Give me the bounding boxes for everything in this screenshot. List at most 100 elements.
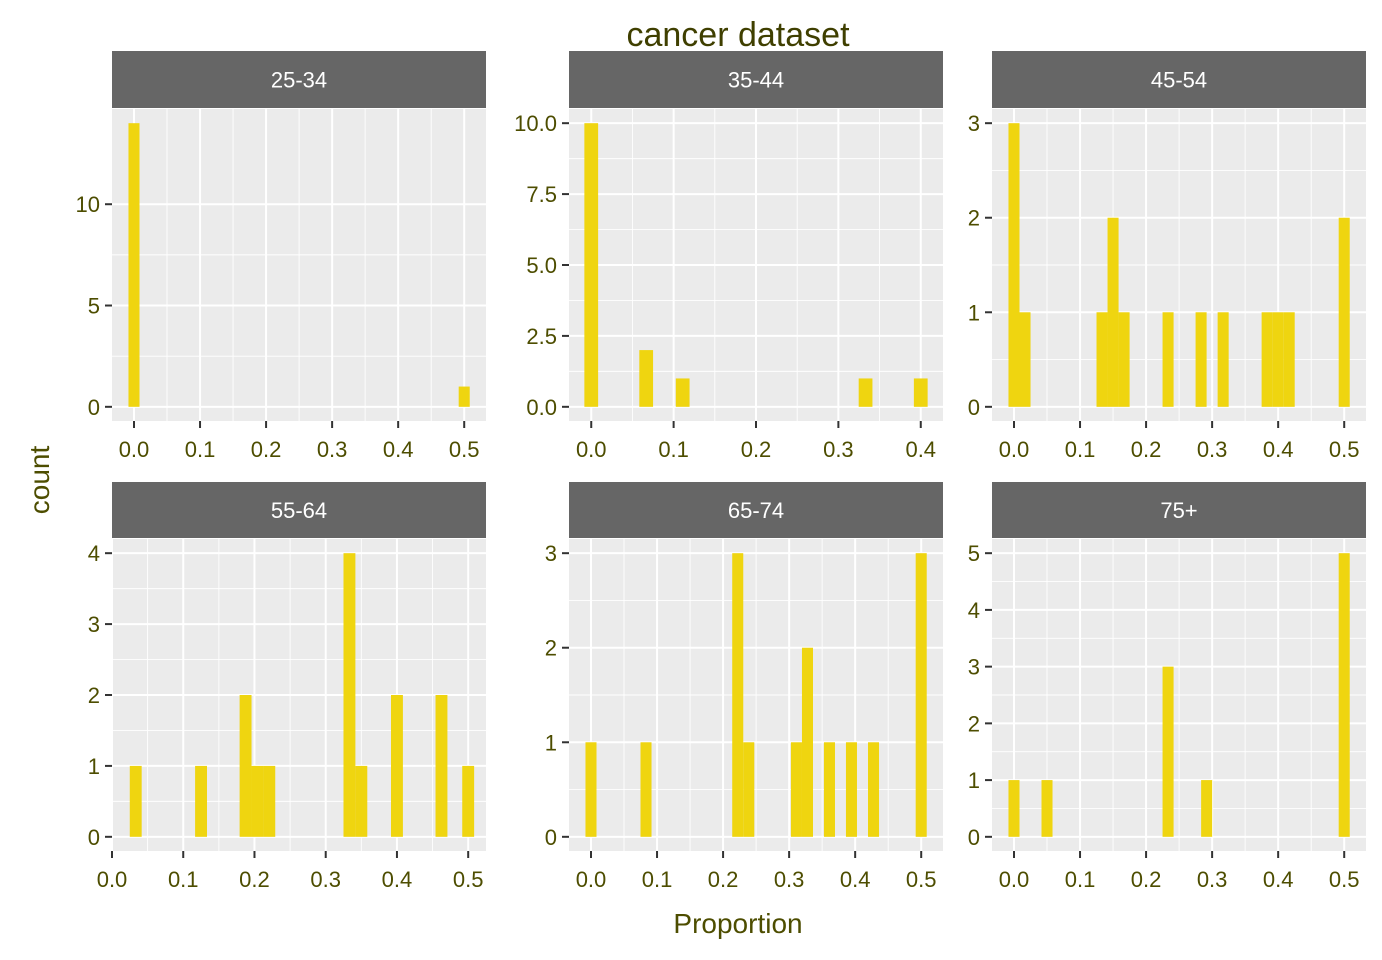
y-tick-label: 2: [545, 636, 557, 661]
histogram-bar: [1019, 312, 1031, 407]
y-tick-label: 10.0: [514, 111, 557, 136]
histogram-bar: [1283, 312, 1295, 407]
x-tick-label: 0.4: [382, 867, 413, 892]
x-tick-label: 0.1: [168, 867, 199, 892]
x-tick-label: 0.2: [239, 867, 270, 892]
histogram-bar: [868, 742, 880, 837]
facet-strip: [569, 482, 943, 538]
y-tick-label: 0: [968, 395, 980, 420]
histogram-bar: [195, 765, 207, 837]
histogram-bar: [1107, 217, 1119, 407]
histogram-bar: [584, 123, 599, 407]
x-tick-label: 0.5: [1329, 867, 1360, 892]
y-tick-label: 7.5: [526, 182, 557, 207]
histogram-bar: [263, 765, 276, 837]
y-tick-label: 1: [968, 768, 980, 793]
y-tick-label: 4: [968, 598, 980, 623]
facet-panel: 75+ 0.0 0.1 0.2 0.3 0.4 0.5 0 1 2 3 4 5: [968, 482, 1366, 892]
x-tick-label: 0.1: [1065, 867, 1096, 892]
histogram-bar: [1008, 123, 1020, 407]
x-tick-label: 0.0: [576, 867, 607, 892]
x-tick-label: 0.3: [317, 437, 348, 462]
histogram-bar: [1041, 780, 1053, 837]
histogram-bar: [1217, 312, 1229, 407]
x-tick-label: 0.1: [1065, 437, 1096, 462]
histogram-bar: [435, 695, 448, 837]
facet-panel: 45-54 0.0 0.1 0.2 0.3 0.4 0.5 0 1 2 3: [968, 51, 1366, 462]
histogram-bar: [823, 742, 835, 837]
histogram-bar: [640, 742, 652, 837]
facet-strip-label: 65-74: [728, 498, 784, 523]
x-tick-label: 0.2: [708, 867, 739, 892]
histogram-bar: [732, 553, 744, 837]
histogram-bar: [639, 350, 654, 407]
facet-strip-label: 25-34: [271, 68, 327, 93]
x-tick-label: 0.2: [1131, 867, 1162, 892]
facet-strip-label: 45-54: [1151, 68, 1207, 93]
histogram-bar: [129, 765, 142, 837]
x-tick-label: 0.1: [185, 437, 216, 462]
facet-strip-label: 35-44: [728, 68, 784, 93]
histogram-bar: [913, 378, 928, 407]
y-tick-label: 3: [968, 111, 980, 136]
histogram-bar: [790, 742, 802, 837]
x-tick-label: 0.2: [1131, 437, 1162, 462]
facet-panel: 25-34 0.0 0.1 0.2 0.3 0.4 0.5 0 5 10: [76, 51, 486, 462]
x-tick-label: 0.4: [1263, 437, 1294, 462]
histogram-bar: [1162, 666, 1174, 837]
chart-title: cancer dataset: [626, 16, 850, 54]
histogram-bar: [675, 378, 690, 407]
facet-strip: [992, 51, 1366, 108]
facet-panel: 35-44 0.0 0.1 0.2 0.3 0.4 0.0 2.5 5.0 7.5 10.0: [514, 51, 943, 462]
facet-strip: [992, 482, 1366, 538]
facet-strip: [112, 482, 486, 538]
y-tick-label: 3: [968, 655, 980, 680]
facet-strip: [112, 51, 486, 108]
x-tick-label: 0.0: [576, 437, 607, 462]
histogram-bar: [355, 765, 368, 837]
histogram-bar: [1118, 312, 1130, 407]
x-tick-label: 0.5: [453, 867, 484, 892]
histogram-bar: [251, 765, 264, 837]
histogram-bar: [858, 378, 873, 407]
x-tick-label: 0.1: [642, 867, 673, 892]
x-tick-label: 0.2: [741, 437, 772, 462]
x-tick-label: 0.4: [383, 437, 414, 462]
x-tick-label: 0.3: [1197, 437, 1228, 462]
facet-panel: 55-64 0.0 0.1 0.2 0.3 0.4 0.5 0 1 2 3 4: [88, 482, 486, 892]
histogram-bar: [801, 647, 813, 837]
y-tick-label: 5: [88, 294, 100, 319]
facet-strip: [569, 51, 943, 108]
facet-strip-label: 55-64: [271, 498, 327, 523]
histogram-bar: [585, 742, 597, 837]
x-tick-label: 0.5: [449, 437, 480, 462]
x-tick-label: 0.4: [1263, 867, 1294, 892]
y-tick-label: 0: [545, 825, 557, 850]
x-tick-label: 0.0: [119, 437, 150, 462]
histogram-bar: [1338, 217, 1350, 407]
y-tick-label: 2: [968, 206, 980, 231]
facet-strip-label: 75+: [1160, 498, 1197, 523]
y-tick-label: 0: [88, 825, 100, 850]
y-tick-label: 1: [545, 730, 557, 755]
y-tick-label: 1: [968, 300, 980, 325]
histogram-bar: [462, 765, 475, 837]
histogram-bar: [128, 123, 140, 407]
histogram-bar: [915, 553, 927, 837]
histogram-bar: [1096, 312, 1108, 407]
histogram-bar: [743, 742, 755, 837]
histogram-bar: [1008, 780, 1020, 837]
x-axis-title: Proportion: [673, 908, 802, 939]
y-tick-label: 2.5: [526, 324, 557, 349]
histogram-bar: [343, 553, 356, 837]
y-tick-label: 3: [545, 541, 557, 566]
facet-panel: 65-74 0.0 0.1 0.2 0.3 0.4 0.5 0 1 2 3: [545, 482, 943, 892]
histogram-bar: [1272, 312, 1284, 407]
histogram-bar: [1162, 312, 1174, 407]
x-tick-label: 0.1: [658, 437, 689, 462]
histogram-bar: [458, 386, 470, 407]
x-tick-label: 0.0: [999, 437, 1030, 462]
